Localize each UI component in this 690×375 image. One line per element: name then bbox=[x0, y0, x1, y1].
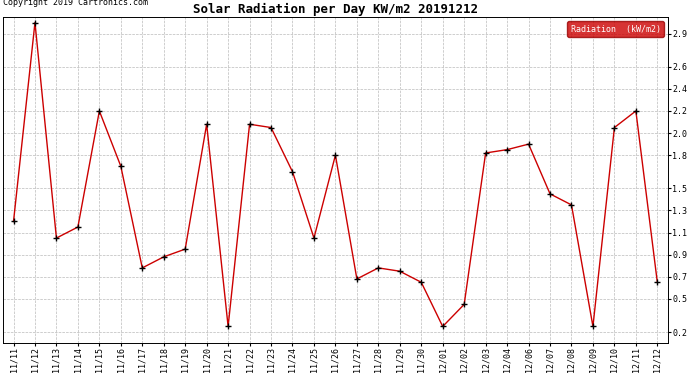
Legend: Radiation  (kW/m2): Radiation (kW/m2) bbox=[567, 21, 664, 37]
Title: Solar Radiation per Day KW/m2 20191212: Solar Radiation per Day KW/m2 20191212 bbox=[193, 3, 478, 16]
Text: Copyright 2019 Cartronics.com: Copyright 2019 Cartronics.com bbox=[3, 0, 148, 7]
